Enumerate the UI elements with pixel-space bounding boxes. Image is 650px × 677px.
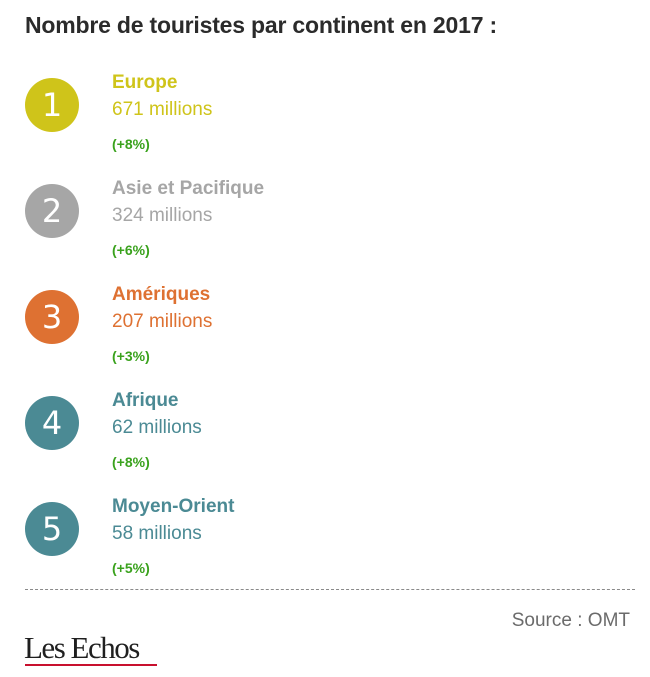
region-name: Amériques xyxy=(112,284,211,305)
tourist-count: 207 millions xyxy=(112,311,213,332)
growth-rate: (+5%) xyxy=(112,560,150,576)
growth-rate: (+8%) xyxy=(112,454,150,470)
les-echos-logo: Les Echos xyxy=(24,630,140,665)
region-name: Afrique xyxy=(112,390,179,411)
rank-badge: 4 xyxy=(25,396,79,450)
ranking-item: 3 Amériques 207 millions (+3%) xyxy=(0,284,650,390)
region-name: Asie et Pacifique xyxy=(112,178,265,199)
rank-badge: 3 xyxy=(25,290,79,344)
tourist-count: 58 millions xyxy=(112,523,202,544)
growth-rate: (+6%) xyxy=(112,242,150,258)
tourist-count: 671 millions xyxy=(112,99,213,120)
tourist-count: 62 millions xyxy=(112,417,202,438)
region-name: Moyen-Orient xyxy=(112,496,235,517)
ranking-item: 2 Asie et Pacifique 324 millions (+6%) xyxy=(0,178,650,284)
source-note: Source : OMT xyxy=(511,610,630,631)
ranking-item: 5 Moyen-Orient 58 millions (+5%) xyxy=(0,496,650,602)
rank-badge: 5 xyxy=(25,502,79,556)
chart-title: Nombre de touristes par continent en 201… xyxy=(25,12,497,38)
growth-rate: (+3%) xyxy=(112,348,150,364)
rank-badge: 1 xyxy=(25,78,79,132)
dashed-divider xyxy=(25,589,635,590)
ranking-list: 1 Europe 671 millions (+8%) 2 Asie et Pa… xyxy=(0,72,650,602)
rank-badge: 2 xyxy=(25,184,79,238)
tourist-count: 324 millions xyxy=(112,205,213,226)
logo-underline xyxy=(25,664,157,666)
ranking-item: 4 Afrique 62 millions (+8%) xyxy=(0,390,650,496)
ranking-item: 1 Europe 671 millions (+8%) xyxy=(0,72,650,178)
growth-rate: (+8%) xyxy=(112,136,150,152)
region-name: Europe xyxy=(112,72,178,93)
